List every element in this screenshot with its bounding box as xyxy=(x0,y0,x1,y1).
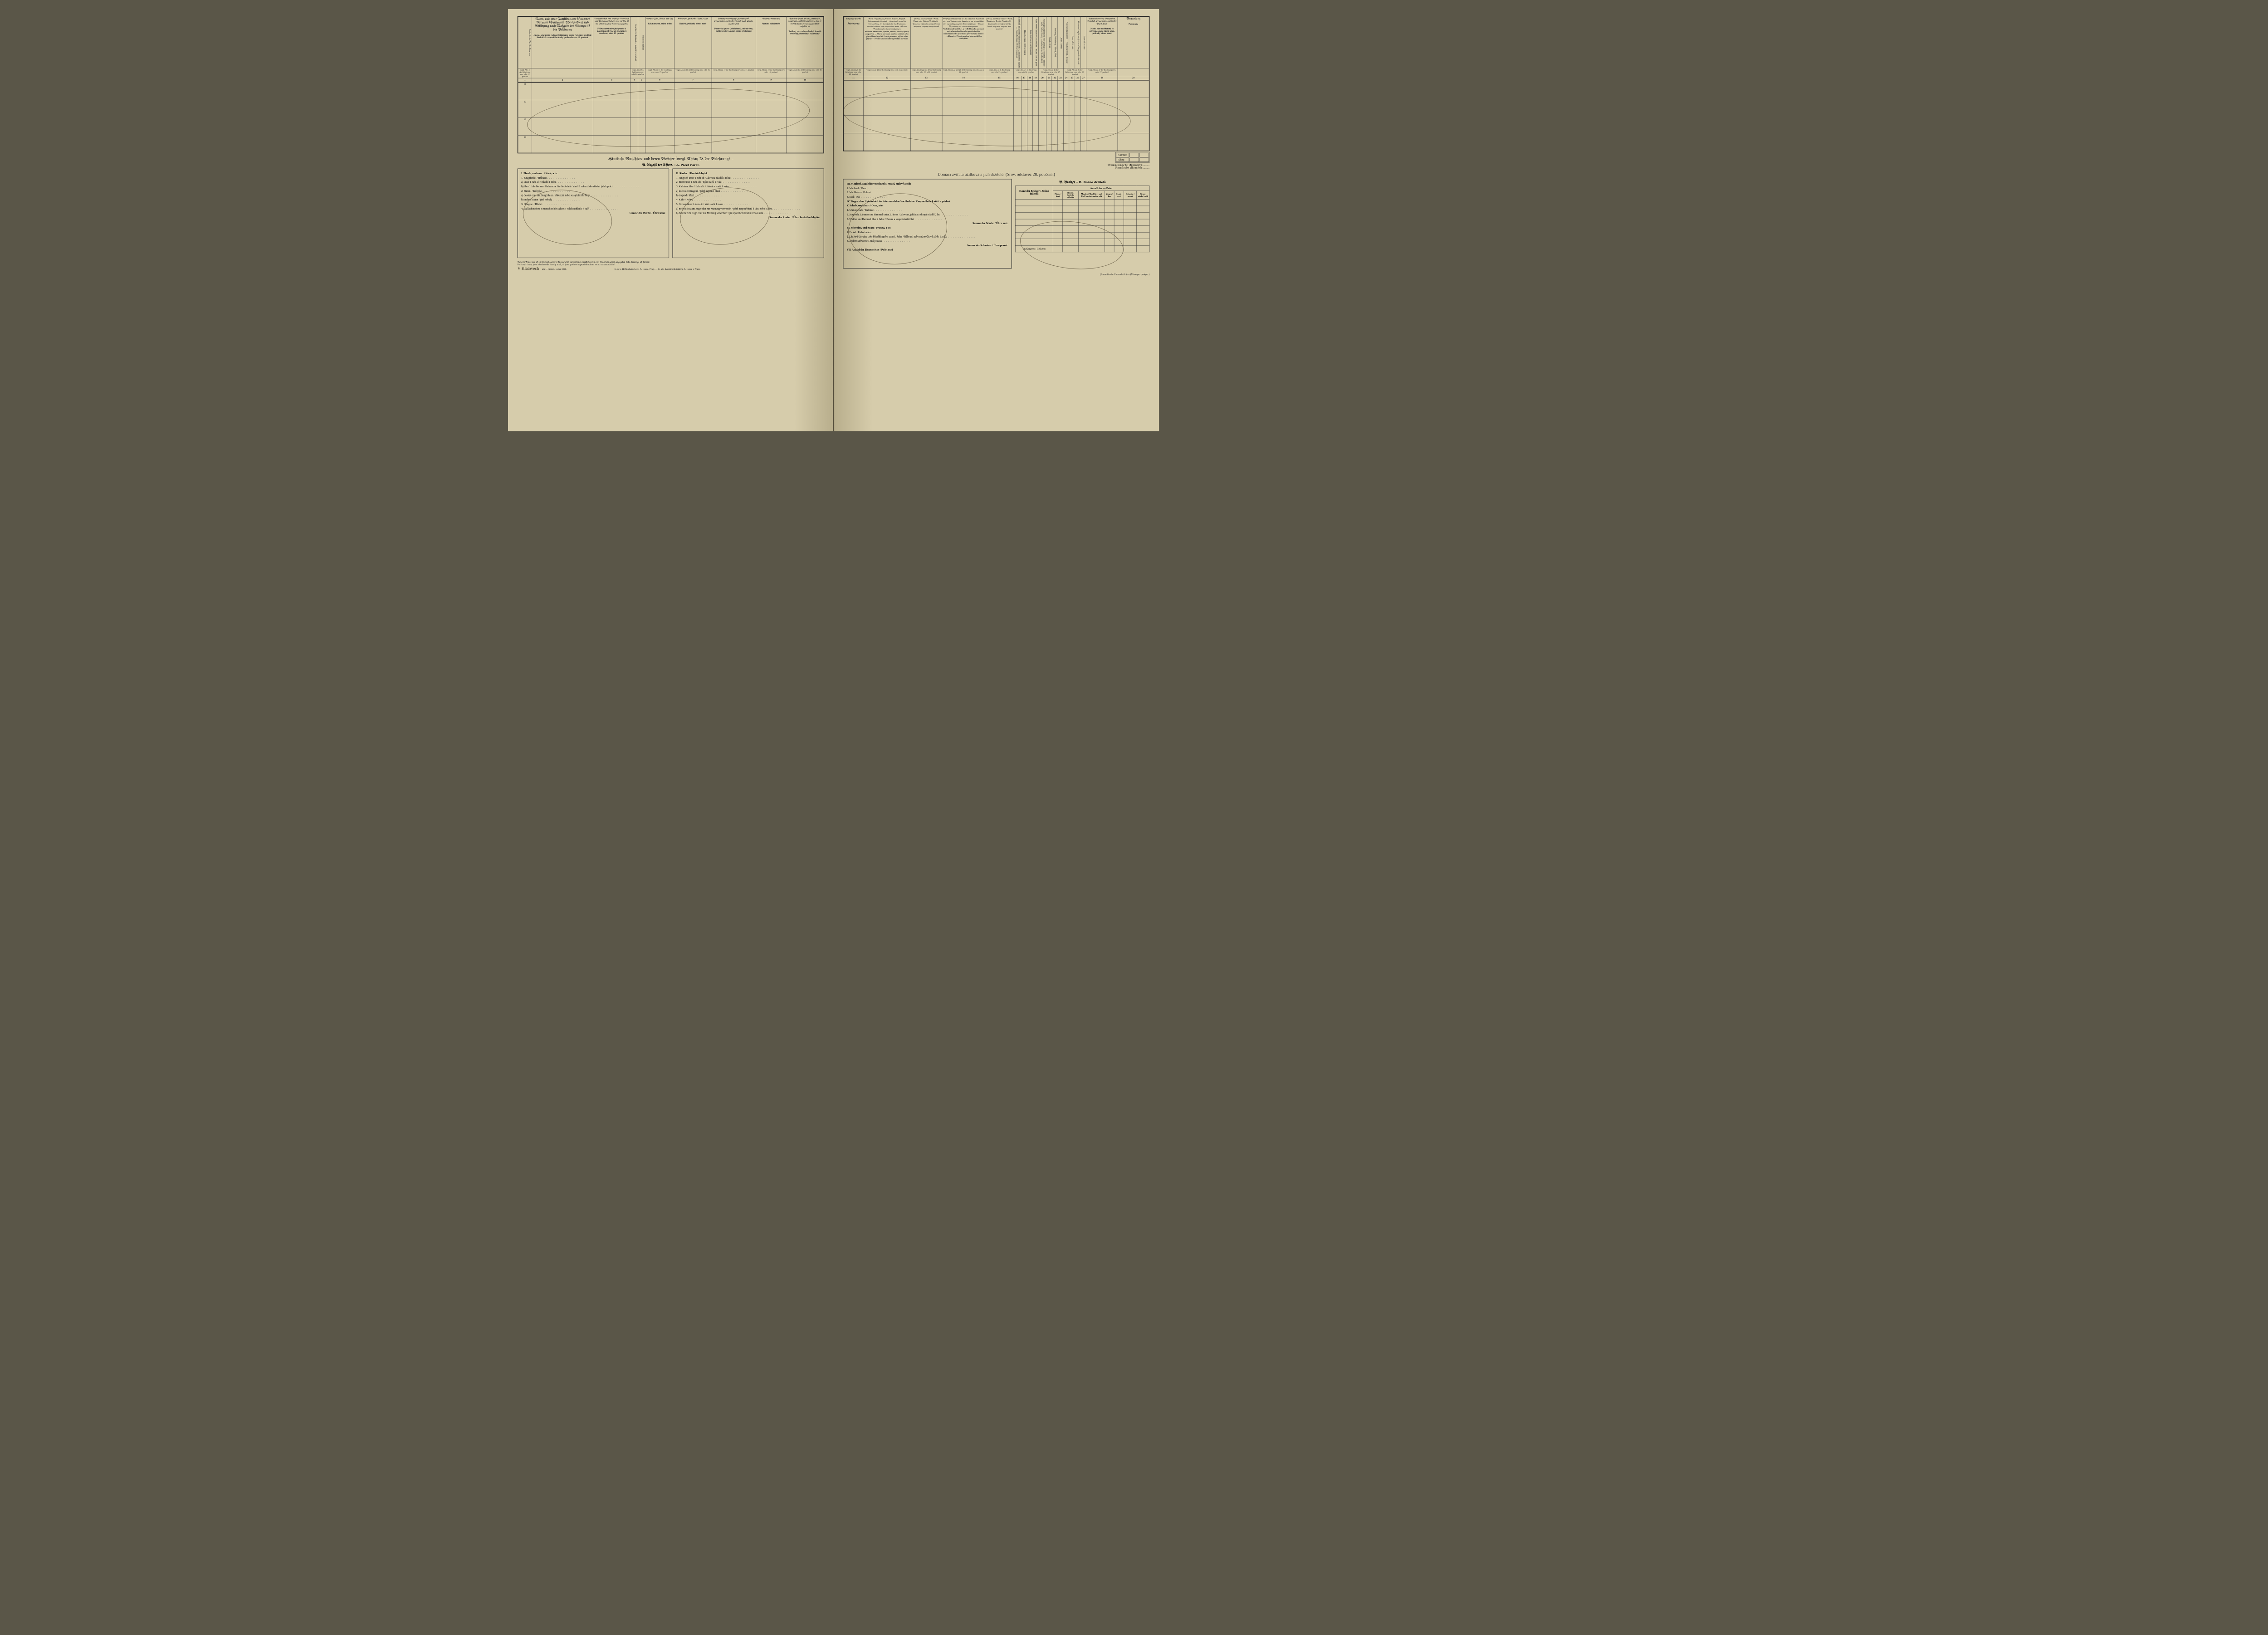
signature-space: (Raum für die Unterschrift.) — (Místo pr… xyxy=(843,273,1149,276)
col-9-header: Glaubens-bekenntniß Vyznání náboženské xyxy=(756,16,786,68)
col-7-header: Geburtsort, politischer Bezirk, Land Rod… xyxy=(674,16,711,68)
row-13-num: 13 xyxy=(518,117,532,135)
census-header-table-right: Umgangs-sprache Řeč obcovací Beruf, Besc… xyxy=(843,16,1149,151)
col-22-header: irrsinnig, blödsinnig / šílený, blbý xyxy=(1052,16,1058,68)
col-15-header: Stellung im Neben-erwerbe (Besitz-, Dien… xyxy=(985,16,1013,68)
footer-declaration: Daß ich Alles, was ich in den vorliegend… xyxy=(518,261,824,271)
row-12-num: 12 xyxy=(518,100,532,117)
col-19-header: kann weder lesen noch schreiben / neumí … xyxy=(1033,16,1039,68)
col-24-header: Anwesend přítomný — vorübergehend / doča… xyxy=(1063,16,1069,68)
col-25-header: dauernd / trvale xyxy=(1069,16,1075,68)
row-11-num: 11 xyxy=(518,82,532,100)
livestock-col-2: II. Rinder: / Hovězí dobytek: 1. Jungvie… xyxy=(672,169,824,259)
col-6-header: Geburts-Jahr, Monat und Tag Rok narození… xyxy=(645,16,675,68)
col-21-header: blind / slepý xyxy=(1046,16,1052,68)
livestock-title: Häusliche Nutzthiere und deren Besitzer … xyxy=(518,156,824,161)
census-header-table-left: Fortlaufende Zahl der Personen Name, und… xyxy=(518,16,824,154)
left-page: Fortlaufende Zahl der Personen Name, und… xyxy=(508,9,834,431)
row-14-num: 14 xyxy=(518,135,532,153)
col-18-header: kann nur lesen / umí jen čísti xyxy=(1027,16,1033,68)
col-29-header: Anmerkung Poznámka xyxy=(1118,16,1149,68)
livestock-title-right: Domácí zvířata užitková a jich držitelé.… xyxy=(843,172,1149,177)
col-13-header: Stellung im Hauptberufe (Besitz-, Dienst… xyxy=(910,16,942,68)
col-1-header: Fortlaufende Zahl der Personen xyxy=(518,16,532,68)
summe-box: Summe: Úhrn: xyxy=(1115,152,1149,163)
col-3-header: Verwandtschaft oder sonstiges Verhältniß… xyxy=(593,16,630,68)
col-2-header: Name, und zwar Familienname (Zuname) Vor… xyxy=(532,16,593,68)
col-10-header: Familien-Stand, ob ledig, verheiratet, v… xyxy=(787,16,824,68)
signature-place: V Klatovech xyxy=(518,266,539,271)
col-23-header: Cretin / kretin xyxy=(1058,16,1064,68)
col-27-header: dauernd / trvale xyxy=(1080,16,1086,68)
col-4-header: Geschlecht / Pohlaví — männlich / mužské xyxy=(631,16,638,68)
gesamt-line: Gesammtsumme der Anwesenden: .......... … xyxy=(843,164,1149,169)
besitzer-block: B. Besitzer — B. Jméno držitelů Name der… xyxy=(1015,179,1149,268)
col-12-header: Beruf, Beschäftigung, Erwerb, Gewerbe, G… xyxy=(863,16,910,68)
col-16-header: Kenntniß des Lesens und Schreibens / Zna… xyxy=(1014,16,1022,68)
col-5-header: weiblich / ženské xyxy=(638,16,645,68)
livestock-col-3: III. Maulesel, Maulthiere und Esel: / Me… xyxy=(843,179,1012,268)
section-a-title: A. Anzahl der Thiere. — A. Počet zvířat. xyxy=(518,163,824,167)
col-26-header: Abwesend nepřítomný — vorübergehend / do… xyxy=(1075,16,1081,68)
right-page: Umgangs-sprache Řeč obcovací Beruf, Besc… xyxy=(834,9,1159,431)
census-ledger: Fortlaufende Zahl der Personen Name, und… xyxy=(508,9,1159,431)
col-14-header: Allfälliger Nebenerwerb, d. i. die neben… xyxy=(942,16,985,68)
col-17-header: Haus-besitzer / Držitel domů xyxy=(1022,16,1027,68)
book-spine xyxy=(833,9,834,431)
col-28-header: Aufenthaltsort des Abwesenden, Ortschaft… xyxy=(1086,16,1118,68)
besitzer-table: Name der Besitzer / Jméno držitelů Anzah… xyxy=(1015,185,1149,252)
livestock-col-1: I. Pferde, und zwar: / Koně, a to: 1. Ju… xyxy=(518,169,669,259)
col-20-header: Allfällige körperliche oder geistige Geb… xyxy=(1038,16,1046,68)
col-8-header: Heimats-berechtigung (Zuständigkeit), Or… xyxy=(712,16,756,68)
col-11-header: Umgangs-sprache Řeč obcovací xyxy=(843,16,863,68)
